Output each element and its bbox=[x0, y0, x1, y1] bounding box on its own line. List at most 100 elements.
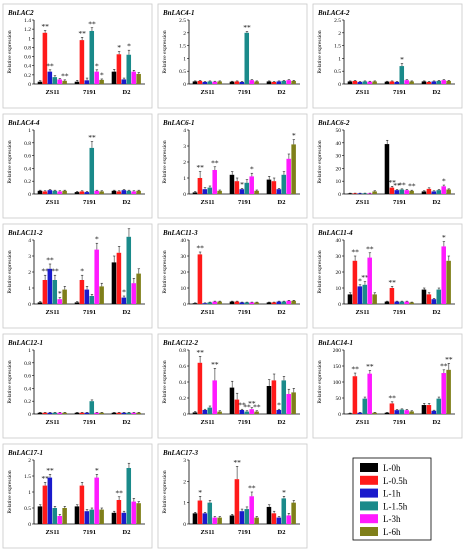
bar bbox=[136, 503, 141, 524]
significance-label: * bbox=[95, 466, 99, 475]
x-tick-label: D2 bbox=[278, 199, 286, 206]
y-axis-label: Relative expression bbox=[7, 470, 13, 513]
y-tick-label: 40 bbox=[181, 238, 187, 244]
y-tick-label: 1.5 bbox=[24, 474, 31, 480]
bar bbox=[234, 399, 240, 414]
significance-label: ** bbox=[88, 133, 96, 142]
y-tick-label: 1 bbox=[28, 490, 31, 496]
bar bbox=[271, 302, 277, 304]
bar bbox=[266, 302, 272, 304]
bar bbox=[136, 73, 141, 84]
panel-border bbox=[157, 443, 308, 549]
y-tick-label: 150 bbox=[333, 364, 342, 370]
bar bbox=[426, 294, 432, 304]
y-tick-label: 50 bbox=[336, 396, 342, 402]
bar bbox=[207, 502, 213, 524]
bar bbox=[394, 190, 400, 194]
significance-label: ** bbox=[238, 401, 246, 410]
bar bbox=[244, 182, 250, 194]
bar bbox=[192, 303, 198, 304]
significance-label: ** bbox=[88, 19, 96, 28]
bar bbox=[131, 191, 136, 194]
bar bbox=[62, 412, 67, 414]
significance-label: ** bbox=[46, 466, 54, 475]
bar bbox=[357, 412, 363, 414]
bar bbox=[254, 411, 259, 414]
y-tick-label: 2.5 bbox=[334, 18, 341, 24]
significance-label: ** bbox=[46, 61, 54, 70]
bar bbox=[202, 410, 208, 414]
bar bbox=[291, 300, 296, 304]
bar bbox=[212, 517, 217, 524]
chart-title: BnLAC17-3 bbox=[162, 449, 199, 457]
y-tick-label: 1 bbox=[28, 128, 31, 134]
bar bbox=[126, 412, 132, 414]
bar bbox=[212, 170, 217, 194]
y-tick-label: 1 bbox=[183, 176, 186, 182]
chart-panel: BnLAC14-1 Relative expression 0 50 100 150 200… bbox=[312, 333, 463, 439]
x-tick-label: ZS11 bbox=[355, 309, 369, 316]
y-tick-label: 4 bbox=[183, 128, 186, 134]
significance-label: ** bbox=[243, 23, 251, 32]
bar bbox=[399, 66, 405, 84]
bar bbox=[217, 411, 222, 414]
bar bbox=[291, 80, 296, 84]
y-tick-label: 2.5 bbox=[179, 18, 186, 24]
y-axis-label: Relative expression bbox=[317, 30, 323, 73]
y-tick-label: 4 bbox=[28, 238, 31, 244]
bar bbox=[57, 516, 62, 524]
bar bbox=[271, 513, 277, 524]
x-tick-label: ZS11 bbox=[45, 529, 59, 536]
bar bbox=[352, 193, 358, 194]
significance-label: * bbox=[240, 180, 244, 189]
significance-label: ** bbox=[445, 355, 453, 364]
y-tick-label: 2 bbox=[183, 160, 186, 166]
y-tick-label: 10 bbox=[336, 179, 342, 185]
y-tick-label: 0.4 bbox=[179, 380, 186, 386]
bar bbox=[384, 81, 390, 84]
bar bbox=[202, 81, 208, 84]
x-tick-label: 7191 bbox=[83, 529, 96, 536]
panel-border bbox=[312, 333, 463, 439]
x-tick-label: D2 bbox=[123, 419, 131, 426]
legend-label: L-3h bbox=[383, 514, 401, 524]
x-tick-label: ZS11 bbox=[45, 419, 59, 426]
panel-border bbox=[2, 443, 153, 549]
chart-title: BnLAC11-2 bbox=[7, 229, 43, 237]
bar bbox=[249, 302, 254, 304]
bar bbox=[52, 508, 58, 524]
bar bbox=[266, 386, 272, 414]
bar bbox=[94, 71, 99, 84]
bar bbox=[254, 302, 259, 304]
bar bbox=[276, 81, 282, 84]
bar bbox=[291, 502, 296, 524]
bar bbox=[352, 376, 358, 414]
y-tick-label: 0.6 bbox=[24, 374, 31, 380]
significance-label: ** bbox=[196, 244, 204, 253]
x-tick-label: 7191 bbox=[393, 199, 406, 206]
bar bbox=[57, 79, 62, 84]
y-tick-label: 50 bbox=[336, 128, 342, 134]
bar bbox=[271, 181, 277, 194]
significance-label: ** bbox=[248, 399, 256, 408]
bar bbox=[249, 176, 254, 194]
bar bbox=[212, 301, 217, 304]
bar bbox=[276, 189, 282, 194]
bar bbox=[286, 80, 291, 84]
significance-label: * bbox=[442, 177, 446, 186]
y-tick-label: 0 bbox=[183, 412, 186, 418]
bar bbox=[357, 286, 363, 304]
bar bbox=[426, 81, 432, 84]
y-tick-label: 1 bbox=[28, 36, 31, 42]
significance-label: ** bbox=[46, 256, 54, 265]
bar bbox=[446, 260, 451, 304]
panel-border bbox=[157, 3, 308, 109]
panel-border bbox=[312, 223, 463, 329]
bar bbox=[52, 280, 58, 304]
x-tick-label: 7191 bbox=[238, 419, 251, 426]
y-tick-label: 0 bbox=[28, 82, 31, 88]
y-tick-label: 0.8 bbox=[24, 361, 31, 367]
